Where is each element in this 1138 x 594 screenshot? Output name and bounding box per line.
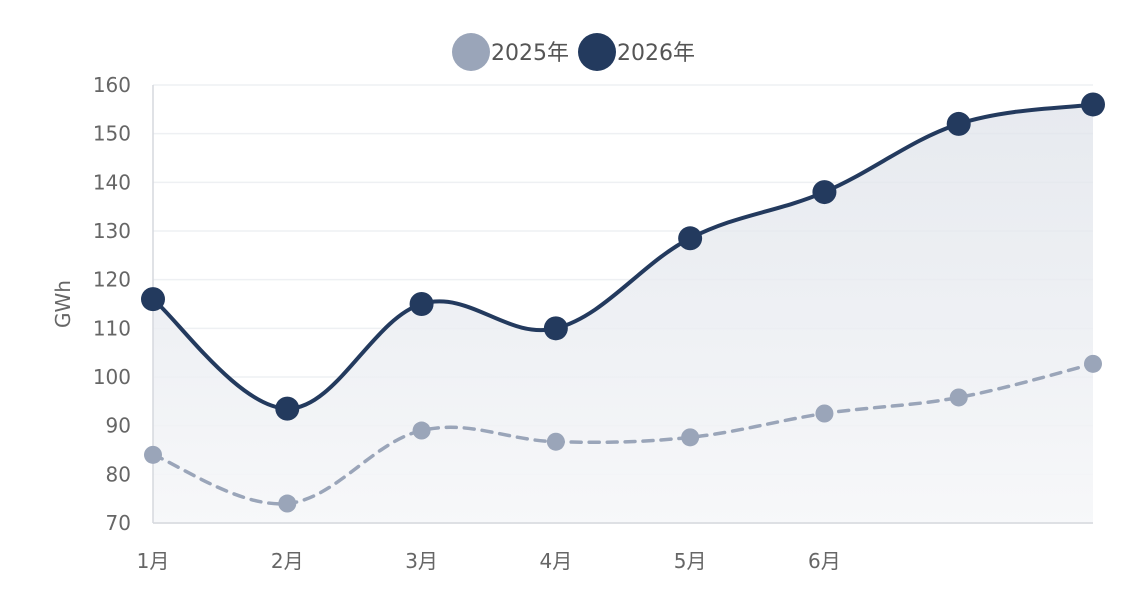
series-1-point[interactable] xyxy=(144,445,162,464)
y-tick-label: 140 xyxy=(93,170,131,194)
series-2-point[interactable] xyxy=(946,111,971,136)
y-tick-label: 130 xyxy=(93,219,131,243)
area-fill-layer xyxy=(153,104,1093,523)
series-points xyxy=(141,92,1105,513)
series-2-point[interactable] xyxy=(1081,92,1105,117)
series-1-point[interactable] xyxy=(412,421,431,440)
chart-legend: 2025年 2026年 xyxy=(452,33,695,71)
legend-swatch xyxy=(452,33,490,71)
y-axis-tick-labels: 70 80 90 100 110 120 130 140 150 160 xyxy=(93,73,131,535)
x-axis-tick-labels: 1月 2月 3月 4月 5月 6月 xyxy=(137,549,841,573)
x-tick-label: 3月 xyxy=(405,549,438,573)
y-tick-label: 120 xyxy=(93,268,131,292)
series-1-point[interactable] xyxy=(815,404,834,423)
y-tick-label: 70 xyxy=(106,511,131,535)
series-2-area xyxy=(153,104,1093,523)
y-tick-label: 80 xyxy=(106,462,131,486)
series-1-point[interactable] xyxy=(546,432,565,451)
legend-swatch xyxy=(578,33,616,71)
series-1-point[interactable] xyxy=(278,494,297,513)
legend-label: 2025年 xyxy=(491,41,569,66)
series-2-point[interactable] xyxy=(812,180,837,205)
x-tick-label: 4月 xyxy=(539,549,572,573)
y-axis-title: GWh xyxy=(51,280,75,328)
series-2-point[interactable] xyxy=(409,292,434,316)
series-1-point[interactable] xyxy=(681,428,700,447)
y-tick-label: 90 xyxy=(106,414,131,438)
y-tick-label: 160 xyxy=(93,73,131,97)
x-tick-label: 6月 xyxy=(808,549,841,573)
legend-item[interactable]: 2026年 xyxy=(578,33,695,71)
series-2-point[interactable] xyxy=(141,287,165,312)
series-1-point[interactable] xyxy=(949,388,968,407)
legend-label: 2026年 xyxy=(617,41,695,66)
series-1-point[interactable] xyxy=(1084,354,1102,373)
series-2-point[interactable] xyxy=(678,226,703,251)
series-2-point[interactable] xyxy=(275,396,300,421)
x-tick-label: 5月 xyxy=(674,549,707,573)
y-tick-label: 110 xyxy=(93,316,131,340)
x-tick-label: 1月 xyxy=(137,549,170,573)
series-2-point[interactable] xyxy=(543,316,568,341)
y-tick-label: 100 xyxy=(93,365,131,389)
x-tick-label: 2月 xyxy=(271,549,304,573)
y-tick-label: 150 xyxy=(93,122,131,146)
legend-item[interactable]: 2025年 xyxy=(452,33,569,71)
